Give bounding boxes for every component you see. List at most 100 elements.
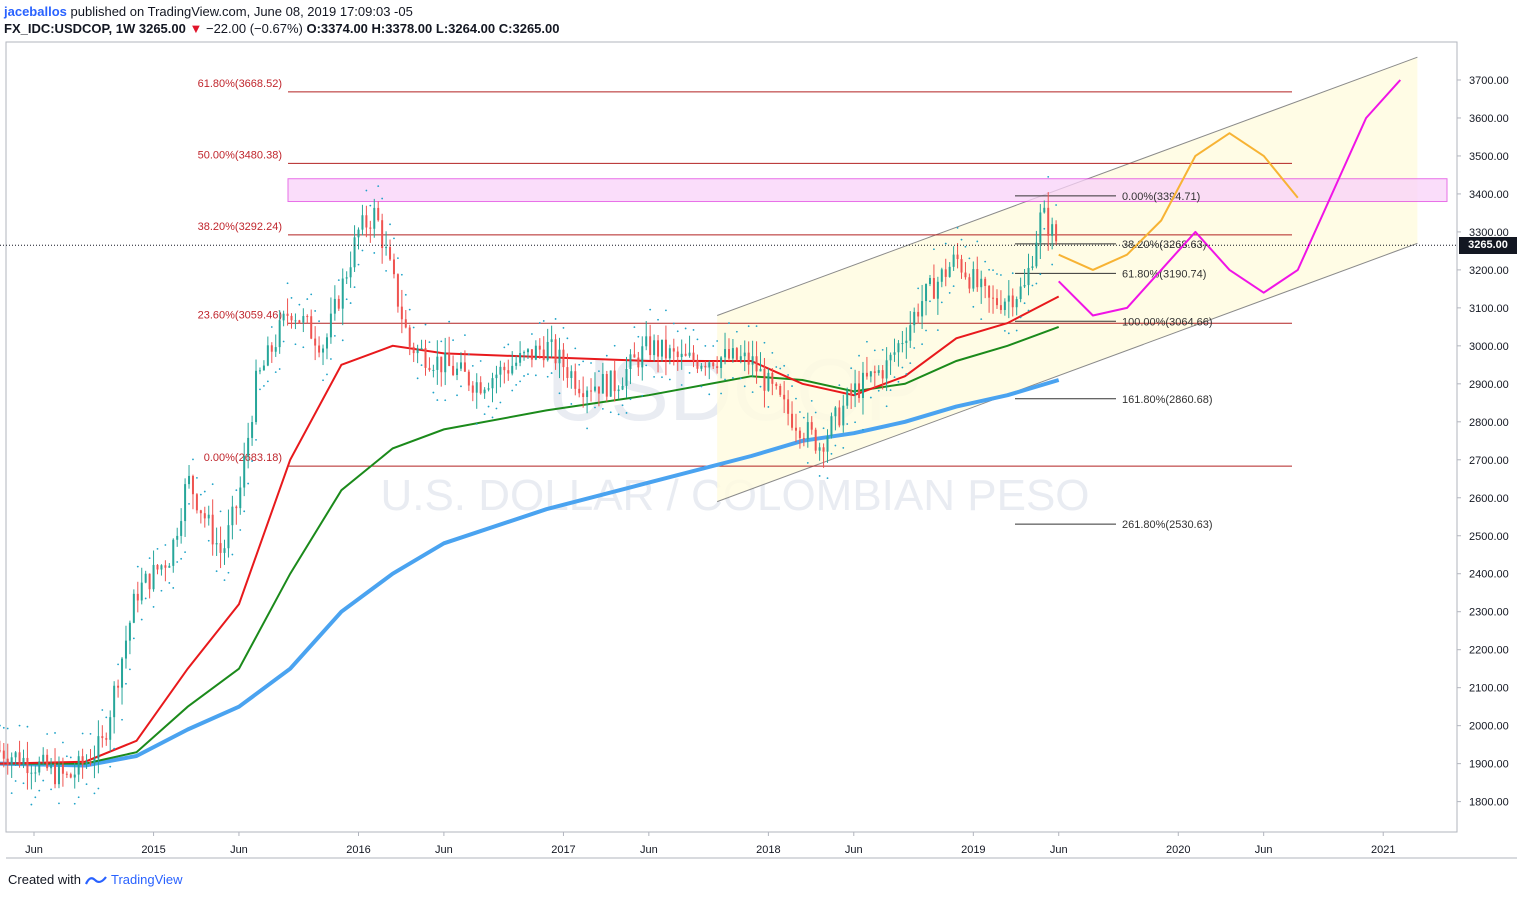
sar-dot [877, 389, 880, 392]
candle-body [1035, 242, 1038, 267]
sar-dot [393, 237, 395, 240]
sar-dot [77, 796, 80, 799]
sar-dot [0, 724, 1, 727]
candle-body [30, 772, 33, 774]
symbol-name[interactable]: FX_IDC:USDCOP, 1W [4, 21, 136, 36]
sar-dot [1031, 284, 1034, 287]
sar-dot [692, 329, 695, 331]
author-link[interactable]: jaceballos [4, 4, 67, 19]
candle-body [956, 254, 959, 260]
candle-body [925, 283, 928, 302]
sar-dot [917, 287, 920, 290]
candle-body [1031, 266, 1034, 268]
candle-body [270, 345, 273, 352]
sar-dot [81, 732, 84, 735]
candle-body [593, 386, 596, 391]
sar-dot [176, 561, 179, 563]
candle-body [538, 345, 541, 350]
candle-body [483, 389, 486, 394]
sar-dot [992, 269, 994, 272]
candle-body [727, 349, 730, 359]
sar-dot [700, 385, 703, 388]
candle-body [369, 227, 372, 229]
sar-dot [239, 529, 242, 531]
y-tick-label: 3000.00 [1469, 341, 1509, 353]
candle-body [578, 388, 581, 394]
sar-dot [933, 248, 935, 251]
candle-body [195, 494, 198, 511]
sar-dot [755, 325, 758, 328]
x-tick-label: 2021 [1371, 844, 1395, 856]
sar-dot [901, 366, 904, 369]
candle-body [1003, 301, 1006, 310]
sar-dot [866, 340, 868, 343]
y-tick-label: 2100.00 [1469, 683, 1509, 695]
candle-body [219, 543, 222, 553]
y-tick-label: 3700.00 [1469, 75, 1509, 87]
candle-body [609, 370, 612, 397]
sar-dot [948, 292, 951, 294]
candle-body [77, 756, 80, 775]
candle-body [282, 313, 285, 321]
candle-body [645, 336, 648, 347]
candle-body [101, 736, 104, 739]
candle-body [814, 429, 817, 451]
candle-body [184, 484, 187, 522]
sar-dot [625, 412, 628, 414]
sar-dot [330, 358, 332, 360]
sar-dot [365, 189, 368, 192]
sar-dot [601, 407, 604, 410]
sar-dot [759, 385, 762, 388]
sar-dot [286, 282, 289, 285]
sar-dot [905, 373, 908, 375]
sar-dot [590, 362, 592, 364]
candle-body [290, 315, 293, 321]
candle-body [676, 351, 679, 358]
sar-dot [940, 301, 943, 304]
candle-body [93, 758, 96, 764]
sar-dot [199, 493, 202, 496]
candle-body [944, 269, 947, 277]
sar-dot [747, 325, 750, 328]
candle-body [826, 436, 829, 452]
candles-group [0, 175, 1058, 806]
candle-body [818, 447, 821, 451]
sar-dot [956, 226, 959, 229]
sar-dot [113, 747, 116, 750]
sar-dot [688, 372, 691, 374]
candle-body [877, 370, 880, 373]
candle-body [940, 269, 943, 282]
candle-body [207, 514, 210, 519]
sar-dot [546, 375, 549, 378]
sar-dot [144, 597, 147, 600]
sar-dot [73, 802, 76, 805]
candle-body [641, 346, 644, 368]
candle-body [266, 345, 269, 366]
candle-body [783, 394, 786, 400]
fib-minor-label: 61.80%(3190.74) [1122, 268, 1206, 280]
sar-dot [247, 482, 250, 485]
sar-dot [799, 411, 801, 413]
sar-dot [538, 322, 541, 324]
candle-body [420, 348, 423, 350]
sar-dot [464, 334, 466, 337]
sar-dot [471, 365, 474, 367]
sar-dot [491, 416, 494, 419]
candle-body [629, 354, 632, 369]
sar-dot [676, 330, 679, 333]
candle-body [176, 535, 179, 540]
candle-body [960, 259, 963, 273]
sar-dot [885, 405, 888, 408]
tradingview-brand[interactable]: TradingView [110, 872, 183, 887]
footer: Created with TradingView [8, 872, 183, 887]
candle-body [251, 422, 254, 438]
sar-dot [523, 375, 525, 377]
sar-dot [862, 428, 864, 431]
sar-dot [89, 732, 92, 735]
candle-body [436, 356, 439, 370]
sar-dot [739, 377, 742, 380]
sar-dot [452, 339, 454, 342]
candle-body [917, 311, 920, 317]
sar-dot [668, 378, 671, 381]
